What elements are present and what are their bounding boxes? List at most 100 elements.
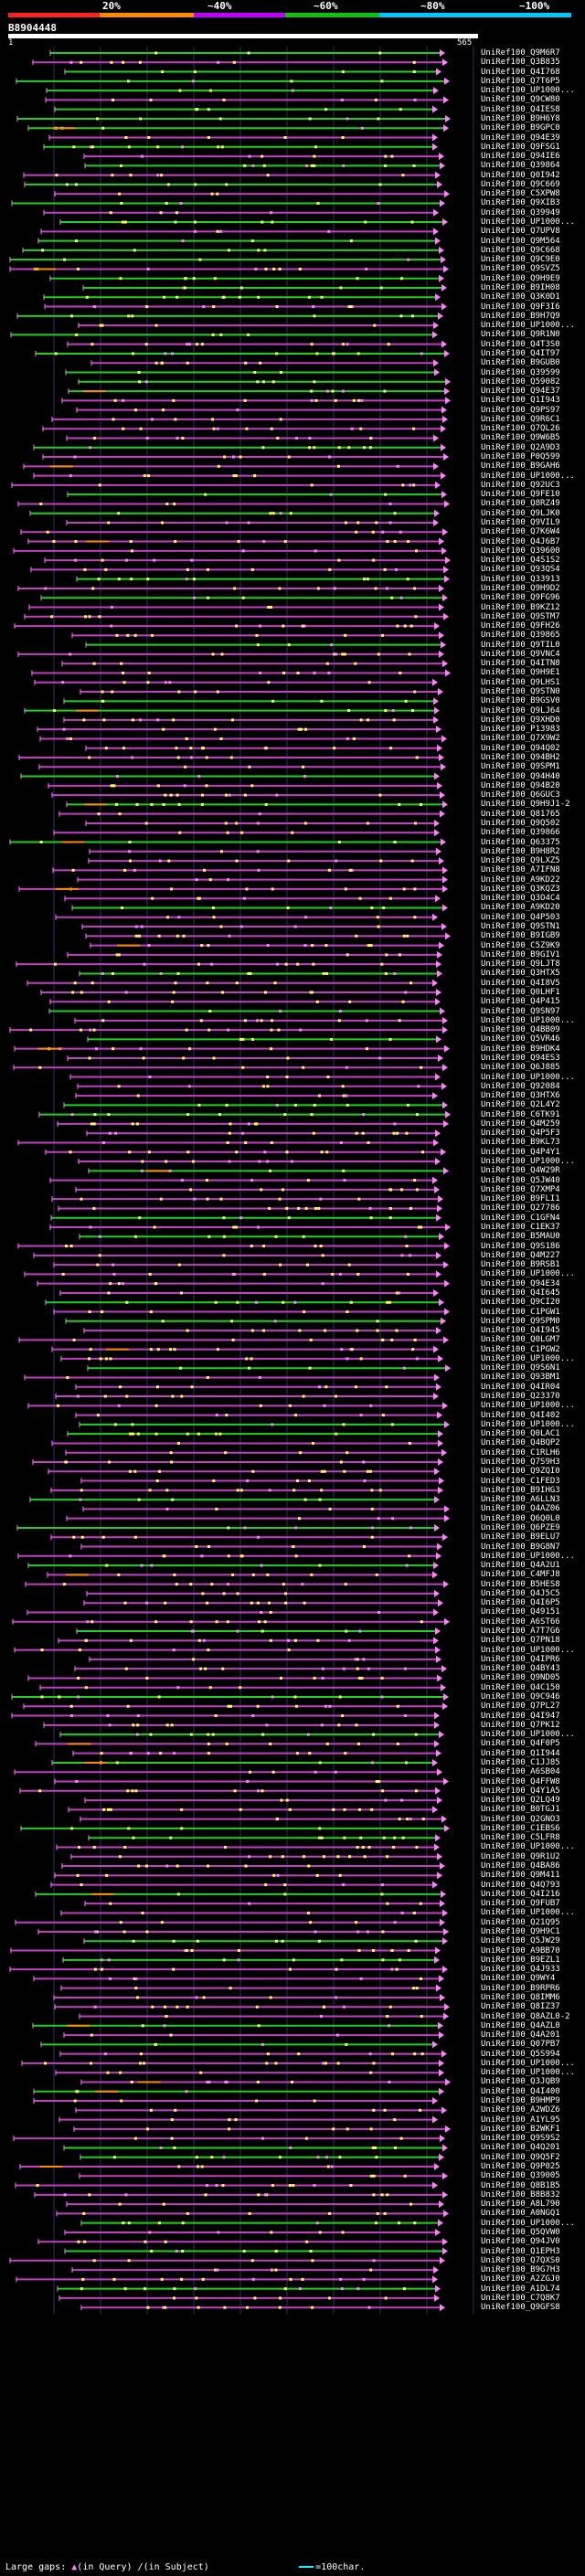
- hit-label[interactable]: UniRef100_Q9C668: [481, 245, 560, 255]
- hit-label[interactable]: UniRef100_A9KD20: [481, 903, 560, 913]
- hit-label[interactable]: UniRef100_Q4I945: [481, 1326, 560, 1336]
- hit-label[interactable]: UniRef100_Q4W29R: [481, 1166, 560, 1176]
- hit-label[interactable]: UniRef100_Q94IE6: [481, 152, 560, 162]
- hit-label[interactable]: UniRef100_Q4T3S0: [481, 339, 560, 349]
- hit-label[interactable]: UniRef100_C5Z9K9: [481, 940, 560, 950]
- hit-label[interactable]: UniRef100_Q93QS4: [481, 565, 560, 575]
- hit-label[interactable]: UniRef100_Q4S1S2: [481, 556, 560, 566]
- hit-label[interactable]: UniRef100_Q4IT97: [481, 348, 560, 358]
- hit-label[interactable]: UniRef100_Q4I768: [481, 67, 560, 77]
- hit-label[interactable]: UniRef100_Q5JW29: [481, 1936, 560, 1946]
- hit-label[interactable]: UniRef100_Q94E39: [481, 133, 560, 143]
- hit-label[interactable]: UniRef100_Q94Q02: [481, 743, 560, 753]
- hit-label[interactable]: UniRef100_B9KZ12: [481, 602, 560, 612]
- hit-label[interactable]: UniRef100_Q5VR46: [481, 1034, 560, 1044]
- hit-label[interactable]: UniRef100_Q5QVW0: [481, 2227, 560, 2237]
- hit-label[interactable]: UniRef100_Q9H9C1: [481, 1927, 560, 1936]
- hit-label[interactable]: UniRef100_Q9TIL0: [481, 640, 560, 650]
- hit-label[interactable]: UniRef100_B9GIV1: [481, 949, 560, 959]
- hit-label[interactable]: UniRef100_Q4I947: [481, 1711, 560, 1721]
- hit-label[interactable]: UniRef100_Q94JV0: [481, 2237, 560, 2247]
- hit-label[interactable]: UniRef100_Q27786: [481, 1203, 560, 1214]
- hit-label[interactable]: UniRef100_Q9P025: [481, 2162, 560, 2171]
- hit-label[interactable]: UniRef100_Q9M6R7: [481, 48, 560, 58]
- hit-label[interactable]: UniRef100_Q1I943: [481, 396, 560, 406]
- hit-label[interactable]: UniRef100_Q1I944: [481, 1748, 560, 1758]
- hit-label[interactable]: UniRef100_C5LFR8: [481, 1833, 560, 1843]
- hit-label[interactable]: UniRef100_B9RPR6: [481, 1983, 560, 1993]
- hit-label[interactable]: UniRef100_C1JJ85: [481, 1757, 560, 1767]
- hit-label[interactable]: UniRef100_Q4F0P5: [481, 1739, 560, 1749]
- hit-label[interactable]: UniRef100_Q4AZL0: [481, 2020, 560, 2030]
- hit-label[interactable]: UniRef100_Q3KQZ3: [481, 884, 560, 894]
- hit-label[interactable]: UniRef100_B9RSB1: [481, 1260, 560, 1270]
- hit-label[interactable]: UniRef100_C6TK91: [481, 1109, 560, 1119]
- hit-label[interactable]: UniRef100_Q9FG96: [481, 593, 560, 603]
- hit-label[interactable]: UniRef100_Q92UC3: [481, 480, 560, 490]
- hit-label[interactable]: UniRef100_UP1000...: [481, 1908, 575, 1918]
- hit-label[interactable]: UniRef100_A7T7G6: [481, 1627, 560, 1637]
- hit-label[interactable]: UniRef100_Q9WY4: [481, 1974, 556, 1984]
- hit-label[interactable]: UniRef100_Q7UPV8: [481, 227, 560, 237]
- hit-label[interactable]: UniRef100_C1GFN4: [481, 1213, 560, 1223]
- hit-label[interactable]: UniRef100_Q3O4C4: [481, 894, 560, 904]
- hit-label[interactable]: UniRef100_Q2LQ49: [481, 1796, 560, 1806]
- hit-label[interactable]: UniRef100_B9GSV0: [481, 696, 560, 706]
- hit-label[interactable]: UniRef100_A8L790: [481, 2200, 560, 2210]
- hit-label[interactable]: UniRef100_Q9SN97: [481, 1006, 560, 1016]
- hit-label[interactable]: UniRef100_Q6PZE9: [481, 1522, 560, 1532]
- hit-label[interactable]: UniRef100_Q94H40: [481, 771, 560, 781]
- hit-label[interactable]: UniRef100_Q4IR04: [481, 1382, 560, 1392]
- hit-label[interactable]: UniRef100_B9GPC0: [481, 123, 560, 133]
- hit-label[interactable]: UniRef100_B9H8R2: [481, 846, 560, 856]
- hit-label[interactable]: UniRef100_Q6J885: [481, 1063, 560, 1073]
- hit-label[interactable]: UniRef100_Q9STN1: [481, 922, 560, 932]
- hit-label[interactable]: UniRef100_Q9FSG1: [481, 142, 560, 152]
- hit-label[interactable]: UniRef100_Q9GFS8: [481, 2303, 560, 2313]
- hit-label[interactable]: UniRef100_Q4P503: [481, 912, 560, 922]
- hit-label[interactable]: UniRef100_Q7PL27: [481, 1701, 560, 1712]
- hit-label[interactable]: UniRef100_Q4C150: [481, 1682, 560, 1692]
- hit-label[interactable]: UniRef100_Q39866: [481, 828, 560, 838]
- hit-label[interactable]: UniRef100_Q63375: [481, 837, 560, 847]
- hit-label[interactable]: UniRef100_B9FLI1: [481, 1194, 560, 1204]
- hit-label[interactable]: UniRef100_UP1000...: [481, 471, 575, 481]
- hit-label[interactable]: UniRef100_A9BB70: [481, 1945, 560, 1956]
- hit-label[interactable]: UniRef100_Q7T6P5: [481, 76, 560, 86]
- hit-label[interactable]: UniRef100_Q9LHS1: [481, 677, 560, 687]
- hit-label[interactable]: UniRef100_C1PGW2: [481, 1344, 560, 1354]
- hit-label[interactable]: UniRef100_Q5S994: [481, 2049, 560, 2059]
- hit-label[interactable]: UniRef100_Q4BQP2: [481, 1438, 560, 1448]
- hit-label[interactable]: UniRef100_Q9FE10: [481, 490, 560, 500]
- hit-label[interactable]: UniRef100_B9ELU7: [481, 1532, 560, 1542]
- hit-label[interactable]: UniRef100_Q7XMP4: [481, 1184, 560, 1194]
- hit-label[interactable]: UniRef100_C1EK37: [481, 1223, 560, 1232]
- hit-label[interactable]: UniRef100_A6SB04: [481, 1767, 560, 1777]
- hit-label[interactable]: UniRef100_Q4I402: [481, 1410, 560, 1420]
- hit-label[interactable]: UniRef100_Q94ES3: [481, 1053, 560, 1063]
- hit-label[interactable]: UniRef100_Q2GNO3: [481, 1814, 560, 1824]
- hit-label[interactable]: UniRef100_Q39005: [481, 2171, 560, 2181]
- hit-label[interactable]: UniRef100_Q8AZL0-2: [481, 2011, 570, 2021]
- hit-label[interactable]: UniRef100_Q9F3I6: [481, 302, 560, 312]
- hit-label[interactable]: UniRef100_UP1000...: [481, 1269, 575, 1279]
- hit-label[interactable]: UniRef100_Q39600: [481, 546, 560, 556]
- hit-label[interactable]: UniRef100_Q21Q95: [481, 1917, 560, 1927]
- hit-label[interactable]: UniRef100_Q9VIL9: [481, 518, 560, 527]
- hit-label[interactable]: UniRef100_Q9S186: [481, 1241, 560, 1251]
- hit-label[interactable]: UniRef100_UP1000...: [481, 1419, 575, 1429]
- hit-label[interactable]: UniRef100_Q3K0D1: [481, 292, 560, 302]
- hit-label[interactable]: UniRef100_UP1000...: [481, 321, 575, 331]
- hit-label[interactable]: UniRef100_Q39599: [481, 367, 560, 377]
- hit-label[interactable]: UniRef100_A2WDZ6: [481, 2105, 560, 2115]
- hit-label[interactable]: UniRef100_B2WKF1: [481, 2124, 560, 2134]
- hit-label[interactable]: UniRef100_Q8RZ49: [481, 499, 560, 509]
- hit-label[interactable]: UniRef100_UP1000...: [481, 2218, 575, 2228]
- hit-label[interactable]: UniRef100_Q9SVZ5: [481, 264, 560, 274]
- hit-label[interactable]: UniRef100_Q9LJT8: [481, 959, 560, 970]
- hit-label[interactable]: UniRef100_UP1000...: [481, 217, 575, 228]
- hit-label[interactable]: UniRef100_Q4I6P5: [481, 1598, 560, 1608]
- hit-label[interactable]: UniRef100_Q4I216: [481, 1889, 560, 1899]
- hit-label[interactable]: UniRef100_B0TGJ1: [481, 1805, 560, 1815]
- hit-label[interactable]: UniRef100_B8B832: [481, 2189, 560, 2200]
